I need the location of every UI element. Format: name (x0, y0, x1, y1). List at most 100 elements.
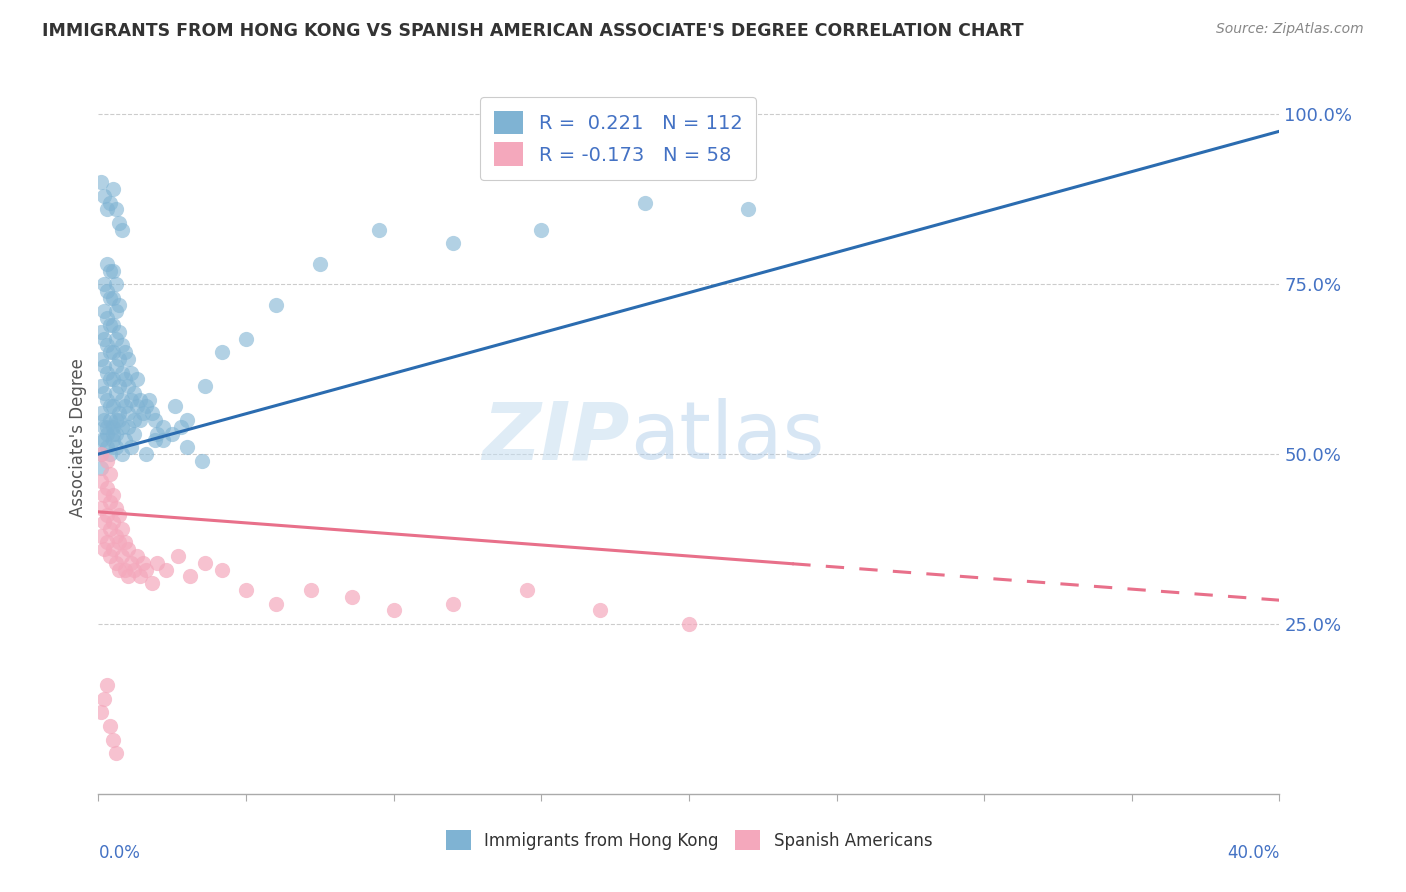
Point (108, 297, 131, 311)
Point (96, 284, 118, 298)
Point (98, 719, 121, 733)
Point (167, 549, 190, 563)
Point (117, 569, 139, 583)
Point (737, 202, 759, 217)
Point (114, 535, 136, 549)
Point (299, 582, 322, 597)
Point (93, 189, 115, 203)
Point (132, 556, 155, 570)
Point (96, 392, 118, 407)
Point (120, 392, 142, 407)
Point (93, 542, 115, 557)
Point (105, 528, 128, 542)
Point (90, 447, 112, 461)
Point (96, 678, 118, 692)
Point (211, 563, 233, 577)
Point (96, 311, 118, 326)
Point (93, 434, 115, 448)
Point (342, 590, 364, 604)
Point (132, 406, 155, 420)
Point (117, 406, 139, 420)
Point (125, 400, 148, 414)
Point (90, 351, 112, 366)
Point (105, 746, 128, 760)
Point (96, 508, 118, 523)
Point (114, 434, 136, 448)
Point (90, 475, 112, 489)
Point (105, 440, 128, 454)
Text: Source: ZipAtlas.com: Source: ZipAtlas.com (1216, 22, 1364, 37)
Point (90, 406, 112, 420)
Point (135, 400, 157, 414)
Point (98, 549, 121, 563)
Point (146, 426, 169, 441)
Point (93, 277, 115, 292)
Point (141, 406, 163, 420)
Point (143, 434, 166, 448)
Point (105, 413, 128, 427)
Point (90, 706, 112, 720)
Point (96, 420, 118, 434)
Point (96, 366, 118, 380)
Point (194, 556, 217, 570)
Point (120, 366, 142, 380)
Point (114, 345, 136, 359)
Point (98, 345, 121, 359)
Point (105, 304, 128, 318)
Point (103, 372, 125, 386)
Point (98, 522, 121, 536)
Point (103, 732, 125, 747)
Point (128, 569, 150, 583)
Point (108, 563, 131, 577)
Point (103, 345, 125, 359)
Point (111, 420, 134, 434)
Point (125, 372, 148, 386)
Point (155, 563, 177, 577)
Point (96, 535, 118, 549)
Point (98, 291, 121, 305)
Point (103, 434, 125, 448)
Point (309, 257, 332, 271)
Point (103, 488, 125, 502)
Point (90, 501, 112, 516)
Point (105, 332, 128, 346)
Point (105, 359, 128, 373)
Point (105, 556, 128, 570)
Point (98, 494, 121, 508)
Point (634, 195, 657, 210)
Point (114, 400, 136, 414)
Point (105, 277, 128, 292)
Point (98, 318, 121, 332)
Point (103, 515, 125, 529)
Point (122, 563, 145, 577)
Point (382, 603, 405, 617)
Point (117, 420, 139, 434)
Point (93, 359, 115, 373)
Point (108, 216, 131, 230)
Point (90, 379, 112, 393)
Point (135, 563, 157, 577)
Point (105, 501, 128, 516)
Point (108, 379, 131, 393)
Point (98, 195, 121, 210)
Point (98, 413, 121, 427)
Point (108, 325, 131, 339)
Point (90, 175, 112, 189)
Point (93, 385, 115, 400)
Point (678, 617, 700, 632)
Point (441, 236, 464, 251)
Point (114, 563, 136, 577)
Point (176, 413, 198, 427)
Point (90, 434, 112, 448)
Point (96, 454, 118, 468)
Point (170, 420, 193, 434)
Text: IMMIGRANTS FROM HONG KONG VS SPANISH AMERICAN ASSOCIATE'S DEGREE CORRELATION CHA: IMMIGRANTS FROM HONG KONG VS SPANISH AME… (42, 22, 1024, 40)
Point (93, 413, 115, 427)
Text: ZIP: ZIP (482, 398, 630, 476)
Legend: Immigrants from Hong Kong, Spanish Americans: Immigrants from Hong Kong, Spanish Ameri… (439, 823, 939, 857)
Point (93, 488, 115, 502)
Point (96, 257, 118, 271)
Point (90, 447, 112, 461)
Point (103, 318, 125, 332)
Point (111, 338, 134, 352)
